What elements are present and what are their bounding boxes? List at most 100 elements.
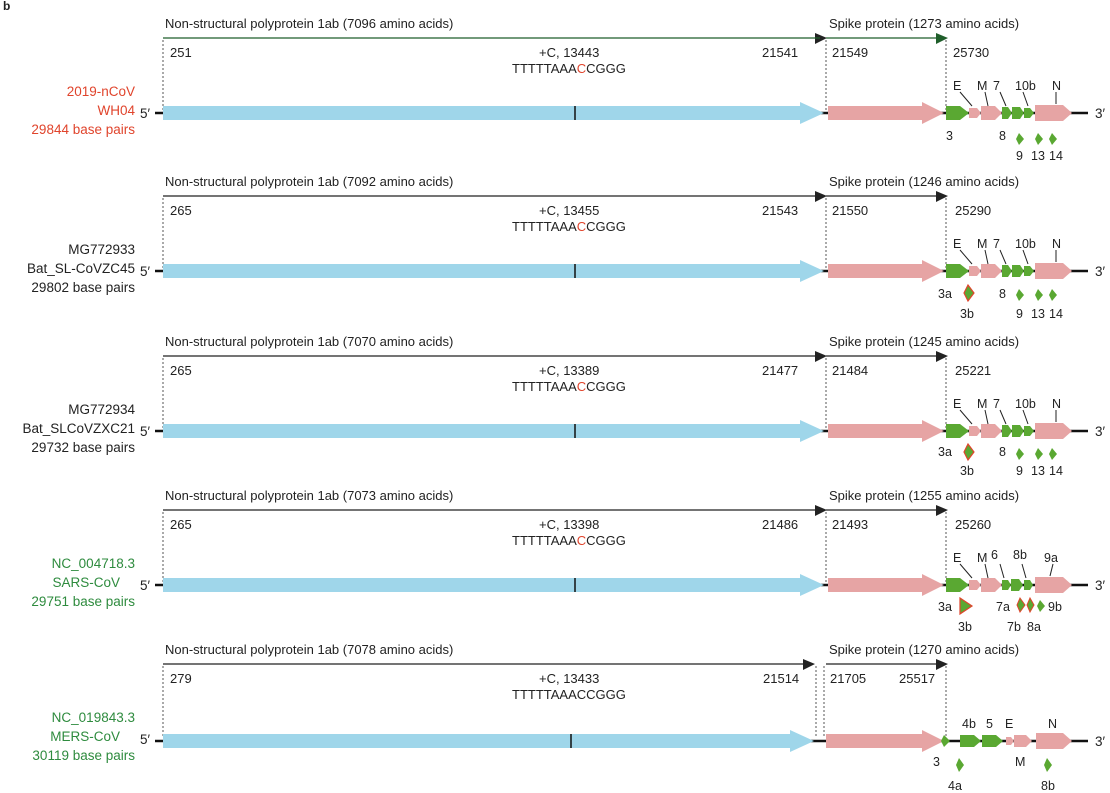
gene-3b-arrow <box>963 283 975 303</box>
svg-text:M: M <box>977 397 987 411</box>
spike-end-position: 25517 <box>899 671 935 686</box>
svg-text:N: N <box>1052 237 1061 251</box>
orf1ab-arrow <box>163 260 824 282</box>
spike-start-position: 21549 <box>832 45 868 60</box>
gene-n-arrow <box>1035 423 1072 439</box>
spike-arrow <box>828 574 944 596</box>
orf1ab-arrow <box>163 420 824 442</box>
svg-text:7b: 7b <box>1007 620 1021 634</box>
gene-7-arrow <box>1002 425 1012 437</box>
gene-13-arrow <box>1035 289 1043 301</box>
five-prime-label: 5′ <box>140 264 151 279</box>
svg-text:3b: 3b <box>960 464 974 478</box>
genome-block-bat-zc45: Non-structural polyprotein 1ab (7092 ami… <box>27 174 1106 321</box>
arrow-markers <box>815 33 948 44</box>
gene-3b-arrow <box>963 442 975 462</box>
spike-end-position: 25290 <box>955 203 991 218</box>
gene-leader-7 <box>999 91 1007 107</box>
svg-text:3a: 3a <box>938 445 952 459</box>
nsp-start-position: 251 <box>170 45 192 60</box>
gene-9-arrow <box>1016 289 1024 301</box>
gene-3a-arrow <box>946 264 969 278</box>
spike-title: Spike protein (1273 amino acids) <box>829 16 1019 31</box>
svg-text:M: M <box>977 237 987 251</box>
gene-e-arrow <box>969 580 981 590</box>
gene-9b-arrow <box>1037 600 1045 612</box>
spike-start-position: 21705 <box>830 671 866 686</box>
svg-text:N: N <box>1052 397 1061 411</box>
gene-8-arrow <box>1012 107 1024 119</box>
gene-8b-arrow <box>1024 580 1033 590</box>
mutation-sequence: TTTTTAAACCGGG <box>512 61 626 76</box>
svg-text:7a: 7a <box>996 600 1010 614</box>
svg-text:14: 14 <box>1049 307 1063 321</box>
species-label-line-1: 2019-nCoV <box>67 84 135 99</box>
nsp-start-position: 279 <box>170 671 192 686</box>
svg-text:3a: 3a <box>938 600 952 614</box>
svg-text:10b: 10b <box>1015 397 1036 411</box>
nsp-title: Non-structural polyprotein 1ab (7096 ami… <box>165 16 453 31</box>
svg-text:8a: 8a <box>1027 620 1041 634</box>
gene-10b-arrow <box>1024 266 1034 276</box>
svg-text:9: 9 <box>1016 464 1023 478</box>
three-prime-label: 3′ <box>1095 424 1106 439</box>
mutation-label: +C, 13443 <box>539 45 599 60</box>
mutation-label: +C, 13433 <box>539 671 599 686</box>
spike-title: Spike protein (1245 amino acids) <box>829 334 1019 349</box>
svg-text:13: 13 <box>1031 307 1045 321</box>
gene-label-lower-3: 14 <box>1049 149 1063 163</box>
spike-end-position: 25730 <box>953 45 989 60</box>
svg-text:8b: 8b <box>1041 779 1055 793</box>
gene-label-top-4: 10b <box>1015 79 1036 93</box>
gene-7-arrow <box>1002 107 1012 119</box>
svg-text:E: E <box>1005 717 1013 731</box>
nsp-title: Non-structural polyprotein 1ab (7092 ami… <box>165 174 453 189</box>
mutation-label: +C, 13455 <box>539 203 599 218</box>
gene-3a-arrow <box>946 424 969 438</box>
species-label-line-1: MG772934 <box>68 402 135 417</box>
gene-3b-arrow <box>959 596 974 616</box>
five-prime-label: 5′ <box>140 732 151 747</box>
svg-text:M: M <box>1015 755 1025 769</box>
spike-title: Spike protein (1255 amino acids) <box>829 488 1019 503</box>
gene-10b-arrow <box>1024 426 1034 436</box>
genome-block-2019-ncov: Non-structural polyprotein 1ab (7096 ami… <box>31 16 1105 163</box>
spike-title: Spike protein (1270 amino acids) <box>829 642 1019 657</box>
gene-3a-arrow <box>946 578 969 592</box>
gene-7b-arrow <box>1016 596 1026 614</box>
gene-8b-arrow <box>1044 758 1052 772</box>
species-label-line-1: NC_019843.3 <box>52 710 135 725</box>
five-prime-label: 5′ <box>140 578 151 593</box>
mutation-sequence: TTTTTAAACCGGG <box>512 533 626 548</box>
svg-text:M: M <box>977 551 987 565</box>
spike-start-position: 21493 <box>832 517 868 532</box>
species-label-line-2: MERS-CoV <box>50 729 120 744</box>
gene-10b-arrow <box>1024 108 1034 118</box>
mutation-sequence: TTTTTAAACCGGG <box>512 379 626 394</box>
spike-arrow <box>828 102 944 124</box>
genome-block-mers-cov: Non-structural polyprotein 1ab (7078 ami… <box>32 642 1105 793</box>
mutation-sequence: TTTTTAAACCGGG <box>512 219 626 234</box>
gene-4a-arrow <box>956 758 964 772</box>
species-label-line-2: WH04 <box>97 103 135 118</box>
orf1ab-arrow <box>163 102 824 124</box>
orf1ab-arrow <box>163 574 824 596</box>
svg-text:E: E <box>953 237 961 251</box>
nsp-title: Non-structural polyprotein 1ab (7078 ami… <box>165 642 453 657</box>
gene-n-arrow <box>1036 733 1072 749</box>
spike-start-position: 21550 <box>832 203 868 218</box>
species-label-line-2: Bat_SL-CoVZC45 <box>27 261 135 276</box>
gene-label-bottom-1: 3 <box>946 129 953 143</box>
nsp-end-position: 21486 <box>762 517 798 532</box>
svg-text:3a: 3a <box>938 287 952 301</box>
gene-n-arrow <box>1035 105 1072 121</box>
spike-arrow <box>828 420 944 442</box>
three-prime-label: 3′ <box>1095 106 1106 121</box>
spike-title: Spike protein (1246 amino acids) <box>829 174 1019 189</box>
nsp-end-position: 21514 <box>763 671 799 686</box>
mutation-label: +C, 13389 <box>539 363 599 378</box>
svg-text:8: 8 <box>999 287 1006 301</box>
gene-leader-10b <box>1022 91 1029 107</box>
gene-n-arrow <box>1035 263 1072 279</box>
gene-m-arrow <box>981 106 1002 120</box>
